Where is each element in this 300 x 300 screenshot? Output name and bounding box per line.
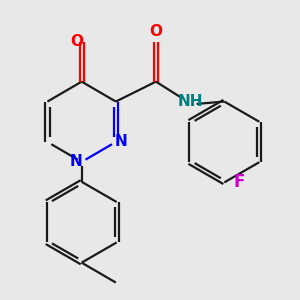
Text: NH: NH	[177, 94, 203, 109]
Text: F: F	[233, 173, 244, 191]
Text: O: O	[149, 23, 162, 38]
Text: N: N	[115, 134, 128, 149]
Text: N: N	[70, 154, 83, 169]
Text: O: O	[70, 34, 83, 49]
